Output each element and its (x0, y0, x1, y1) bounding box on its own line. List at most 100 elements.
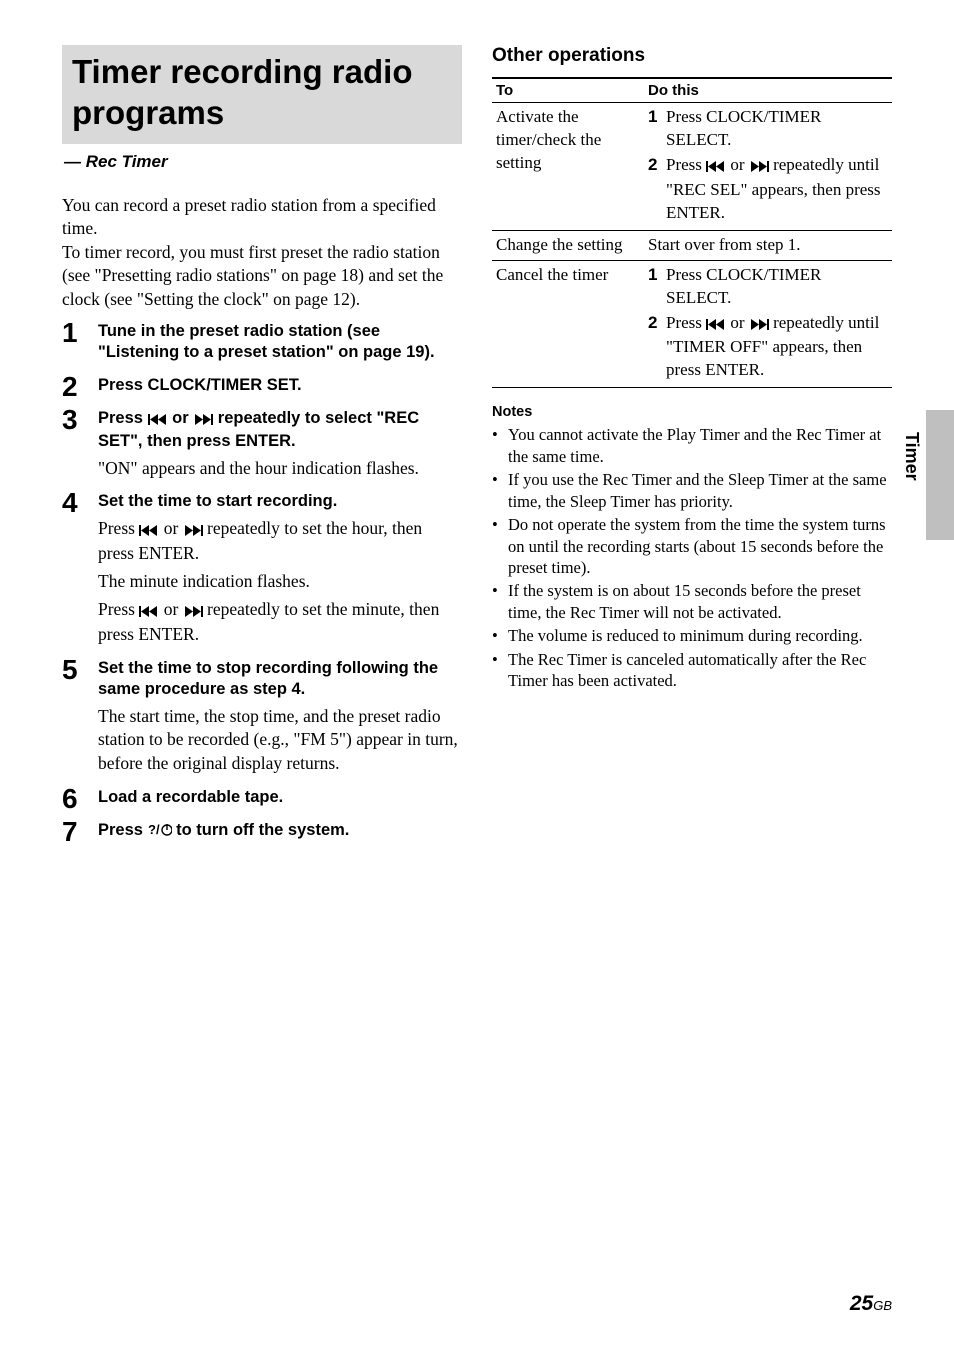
step-head: Press ?/ to turn off the system. (98, 820, 462, 843)
page-footer: 25GB (850, 1292, 892, 1316)
other-operations-title: Other operations (492, 45, 892, 67)
to-cell: Activate the timer/check the setting (492, 103, 644, 231)
step-head-post: to turn off the system. (172, 821, 350, 839)
step-head: Load a recordable tape. (98, 787, 462, 808)
step-desc: The minute indication flashes. (98, 570, 462, 594)
notes-title: Notes (492, 404, 892, 420)
step-head-pre: Press (98, 409, 148, 427)
do-cell: Start over from step 1. (644, 230, 892, 260)
operations-table: To Do this Activate the timer/check the … (492, 77, 892, 388)
or-text: or (159, 518, 182, 538)
left-column: Timer recording radio programs — Rec Tim… (62, 45, 462, 852)
step-head: Press or repeatedly to select "REC SET",… (98, 408, 462, 453)
step-number: 5 (62, 655, 98, 780)
note-text: The volume is reduced to minimum during … (508, 625, 863, 646)
step-3: 3 Press or repeatedly to select "REC SET… (62, 405, 462, 485)
note-item: You cannot activate the Play Timer and t… (492, 424, 892, 467)
substep-body: Press CLOCK/TIMER SELECT. (666, 264, 888, 310)
page-number: 25 (850, 1292, 873, 1315)
power-icon: ?/ (148, 822, 172, 843)
step-head: Set the time to start recording. (98, 491, 462, 512)
step-desc: "ON" appears and the hour indication fla… (98, 457, 462, 481)
step-2: 2 Press CLOCK/TIMER SET. (62, 372, 462, 401)
step-6: 6 Load a recordable tape. (62, 784, 462, 813)
desc-pre: Press (98, 599, 139, 619)
do-cell: 1Press CLOCK/TIMER SELECT. 2Press or rep… (644, 103, 892, 231)
note-item: If you use the Rec Timer and the Sleep T… (492, 469, 892, 512)
desc-pre: Press (98, 518, 139, 538)
step-head: Press CLOCK/TIMER SET. (98, 375, 462, 396)
next-track-icon (183, 519, 203, 543)
right-column: Other operations To Do this Activate the… (492, 45, 892, 852)
note-item: The Rec Timer is canceled automatically … (492, 649, 892, 692)
substep-body: Press or repeatedly until "TIMER OFF" ap… (666, 312, 888, 383)
body-pre: Press (666, 155, 706, 174)
table-row: Activate the timer/check the setting 1Pr… (492, 103, 892, 231)
step-7: 7 Press ?/ to turn off the system. (62, 817, 462, 847)
step-head-pre: Press (98, 821, 148, 839)
next-track-icon (749, 314, 769, 337)
table-row: Change the setting Start over from step … (492, 230, 892, 260)
step-head: Tune in the preset radio station (see "L… (98, 321, 462, 364)
step-number: 2 (62, 372, 98, 401)
note-text: If the system is on about 15 seconds bef… (508, 580, 892, 623)
note-item: The volume is reduced to minimum during … (492, 625, 892, 646)
next-track-icon (183, 600, 203, 624)
do-cell: 1Press CLOCK/TIMER SELECT. 2Press or rep… (644, 260, 892, 388)
side-tab-label: Timer (901, 432, 922, 481)
note-item: Do not operate the system from the time … (492, 514, 892, 578)
substep-num: 2 (648, 154, 666, 225)
substep-num: 2 (648, 312, 666, 383)
step-1: 1 Tune in the preset radio station (see … (62, 318, 462, 368)
or-text: or (168, 409, 194, 427)
step-head: Set the time to stop recording following… (98, 658, 462, 701)
step-desc: Press or repeatedly to set the hour, the… (98, 517, 462, 566)
step-number: 4 (62, 488, 98, 651)
th-to: To (492, 78, 644, 103)
substep-body: Press or repeatedly until "REC SEL" appe… (666, 154, 888, 225)
step-number: 6 (62, 784, 98, 813)
note-text: If you use the Rec Timer and the Sleep T… (508, 469, 892, 512)
prev-track-icon (139, 519, 159, 543)
note-text: The Rec Timer is canceled automatically … (508, 649, 892, 692)
th-do: Do this (644, 78, 892, 103)
prev-track-icon (706, 314, 726, 337)
step-5: 5 Set the time to stop recording followi… (62, 655, 462, 780)
substep-body: Press CLOCK/TIMER SELECT. (666, 106, 888, 152)
svg-text:?/: ?/ (148, 823, 160, 837)
steps-list: 1 Tune in the preset radio station (see … (62, 318, 462, 848)
note-text: Do not operate the system from the time … (508, 514, 892, 578)
or-text: or (726, 155, 749, 174)
intro-text: You can record a preset radio station fr… (62, 194, 462, 312)
to-cell: Change the setting (492, 230, 644, 260)
step-number: 1 (62, 318, 98, 368)
step-number: 3 (62, 405, 98, 485)
substep-num: 1 (648, 264, 666, 310)
note-item: If the system is on about 15 seconds bef… (492, 580, 892, 623)
or-text: or (726, 313, 749, 332)
substep-num: 1 (648, 106, 666, 152)
body-pre: Press (666, 313, 706, 332)
page-title: Timer recording radio programs (62, 45, 462, 144)
page-subtitle: — Rec Timer (62, 152, 462, 172)
or-text: or (159, 599, 182, 619)
page-suffix: GB (873, 1298, 892, 1313)
substep: 1Press CLOCK/TIMER SELECT. (648, 106, 888, 152)
step-desc: The start time, the stop time, and the p… (98, 705, 462, 776)
prev-track-icon (148, 410, 168, 431)
step-number: 7 (62, 817, 98, 847)
note-text: You cannot activate the Play Timer and t… (508, 424, 892, 467)
notes-list: You cannot activate the Play Timer and t… (492, 424, 892, 691)
table-row: Cancel the timer 1Press CLOCK/TIMER SELE… (492, 260, 892, 388)
step-4: 4 Set the time to start recording. Press… (62, 488, 462, 651)
substep: 2Press or repeatedly until "REC SEL" app… (648, 154, 888, 225)
side-tab (926, 410, 954, 540)
step-desc: Press or repeatedly to set the minute, t… (98, 598, 462, 647)
to-cell: Cancel the timer (492, 260, 644, 388)
prev-track-icon (139, 600, 159, 624)
next-track-icon (193, 410, 213, 431)
prev-track-icon (706, 156, 726, 179)
substep: 2Press or repeatedly until "TIMER OFF" a… (648, 312, 888, 383)
substep: 1Press CLOCK/TIMER SELECT. (648, 264, 888, 310)
next-track-icon (749, 156, 769, 179)
